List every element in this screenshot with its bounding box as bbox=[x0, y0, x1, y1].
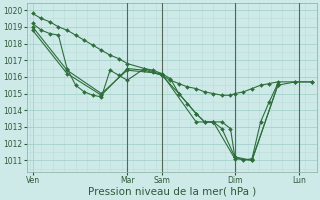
X-axis label: Pression niveau de la mer( hPa ): Pression niveau de la mer( hPa ) bbox=[88, 187, 256, 197]
